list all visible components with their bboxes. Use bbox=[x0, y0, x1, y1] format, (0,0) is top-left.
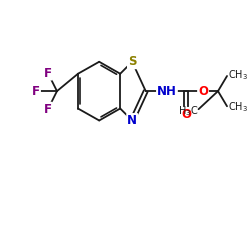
Text: O: O bbox=[198, 85, 208, 98]
Text: F: F bbox=[44, 66, 52, 80]
Text: H$_3$C: H$_3$C bbox=[178, 104, 198, 118]
Text: F: F bbox=[44, 103, 52, 116]
Text: CH$_3$: CH$_3$ bbox=[228, 100, 248, 114]
Text: NH: NH bbox=[157, 85, 177, 98]
Text: S: S bbox=[128, 55, 136, 68]
Text: F: F bbox=[32, 85, 40, 98]
Text: O: O bbox=[182, 108, 192, 121]
Text: CH$_3$: CH$_3$ bbox=[228, 68, 248, 82]
Text: N: N bbox=[127, 114, 137, 127]
